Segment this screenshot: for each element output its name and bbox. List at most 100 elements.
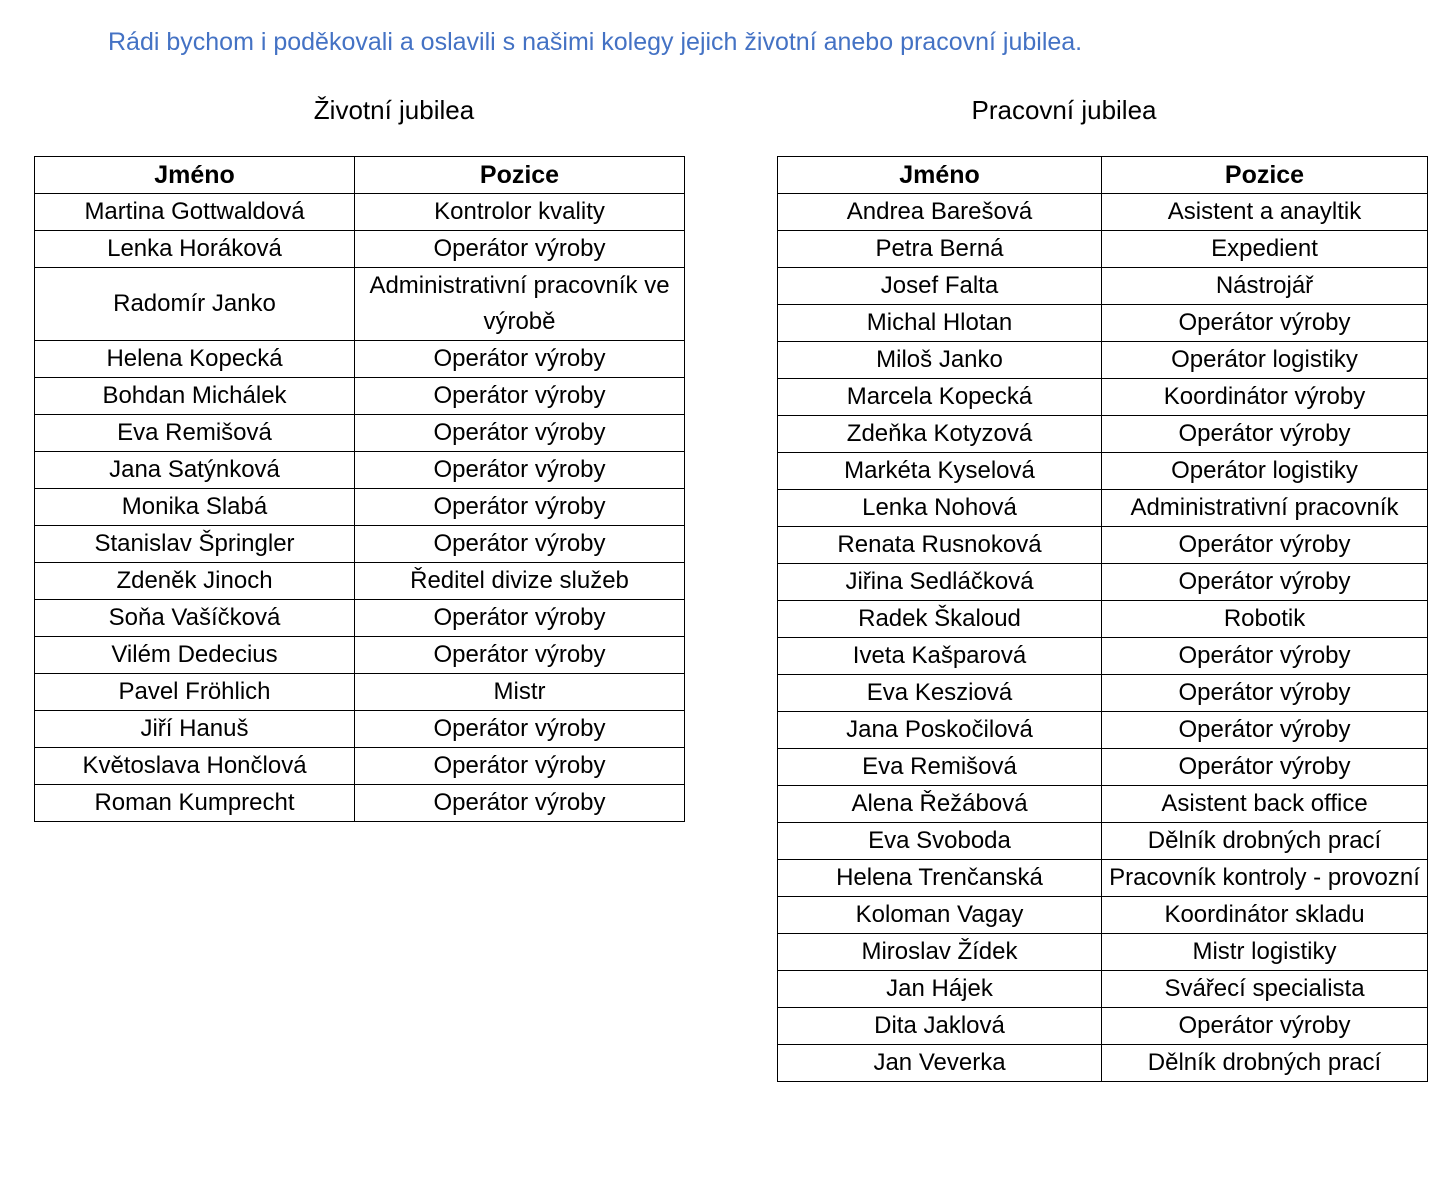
table-row: Marcela Kopecká Koordinátor výroby: [777, 378, 1428, 416]
cell-name: Koloman Vagay: [777, 896, 1102, 934]
table-row: Monika Slabá Operátor výroby: [34, 488, 685, 526]
life-jubilee-title: Životní jubilea: [313, 95, 475, 125]
table-row: Pavel Fröhlich Mistr: [34, 673, 685, 711]
table-row: Jiří Hanuš Operátor výroby: [34, 710, 685, 748]
cell-position: Operátor výroby: [354, 599, 685, 637]
cell-position: Operátor výroby: [1101, 526, 1428, 564]
cell-name: Eva Svoboda: [777, 822, 1102, 860]
cell-name: Dita Jaklová: [777, 1007, 1102, 1045]
cell-position: Operátor výroby: [1101, 674, 1428, 712]
work-jubilee-table: Jméno Pozice Andrea Barešová Asistent a a…: [777, 156, 1428, 1082]
cell-name: Zdeněk Jinoch: [34, 562, 355, 600]
cell-position: Ředitel divize služeb: [354, 562, 685, 600]
table-row: Lenka Nohová Administrativní pracovník: [777, 489, 1428, 527]
cell-name: Soňa Vašíčková: [34, 599, 355, 637]
table-row: Andrea Barešová Asistent a anayltik: [777, 193, 1428, 231]
work-jubilee-title: Pracovní jubilea: [971, 95, 1157, 125]
table-row: Zdeňka Kotyzová Operátor výroby: [777, 415, 1428, 453]
table-header-row: Jméno Pozice: [777, 156, 1428, 194]
cell-position: Operátor výroby: [1101, 415, 1428, 453]
cell-position: Mistr logistiky: [1101, 933, 1428, 971]
intro-text: Rádi bychom i poděkovali a oslavili s na…: [108, 28, 1083, 56]
cell-position: Operátor výroby: [354, 451, 685, 489]
cell-name: Květoslava Hončlová: [34, 747, 355, 785]
table-row: Miloš Janko Operátor logistiky: [777, 341, 1428, 379]
table-row: Helena Kopecká Operátor výroby: [34, 340, 685, 378]
cell-position: Operátor výroby: [1101, 304, 1428, 342]
header-name: Jméno: [777, 156, 1102, 194]
table-row: Zdeněk Jinoch Ředitel divize služeb: [34, 562, 685, 600]
cell-position: Koordinátor skladu: [1101, 896, 1428, 934]
table-row: Lenka Horáková Operátor výroby: [34, 230, 685, 268]
cell-name: Helena Kopecká: [34, 340, 355, 378]
cell-name: Pavel Fröhlich: [34, 673, 355, 711]
cell-name: Miroslav Žídek: [777, 933, 1102, 971]
cell-name: Alena Řežábová: [777, 785, 1102, 823]
table-row: Soňa Vašíčková Operátor výroby: [34, 599, 685, 637]
cell-name: Radek Škaloud: [777, 600, 1102, 638]
cell-position: Operátor logistiky: [1101, 452, 1428, 490]
cell-position: Administrativní pracovník: [1101, 489, 1428, 527]
table-row: Vilém Dedecius Operátor výroby: [34, 636, 685, 674]
table-row: Alena Řežábová Asistent back office: [777, 785, 1428, 823]
cell-position: Operátor výroby: [354, 747, 685, 785]
table-row: Iveta Kašparová Operátor výroby: [777, 637, 1428, 675]
cell-position: Dělník drobných prací: [1101, 1044, 1428, 1082]
cell-name: Miloš Janko: [777, 341, 1102, 379]
table-row: Renata Rusnoková Operátor výroby: [777, 526, 1428, 564]
table-row: Jan Veverka Dělník drobných prací: [777, 1044, 1428, 1082]
table-row: Josef Falta Nástrojář: [777, 267, 1428, 305]
table-row: Eva Svoboda Dělník drobných prací: [777, 822, 1428, 860]
cell-name: Helena Trenčanská: [777, 859, 1102, 897]
cell-position: Operátor výroby: [354, 525, 685, 563]
cell-name: Renata Rusnoková: [777, 526, 1102, 564]
cell-name: Jana Satýnková: [34, 451, 355, 489]
cell-position: Koordinátor výroby: [1101, 378, 1428, 416]
cell-position: Operátor výroby: [354, 377, 685, 415]
cell-position: Svářecí specialista: [1101, 970, 1428, 1008]
cell-position: Operátor výroby: [354, 230, 685, 268]
cell-position: Operátor výroby: [1101, 637, 1428, 675]
table-row: Petra Berná Expedient: [777, 230, 1428, 268]
cell-name: Eva Kesziová: [777, 674, 1102, 712]
cell-name: Iveta Kašparová: [777, 637, 1102, 675]
cell-name: Jana Poskočilová: [777, 711, 1102, 749]
cell-name: Martina Gottwaldová: [34, 193, 355, 231]
cell-position: Dělník drobných prací: [1101, 822, 1428, 860]
cell-position: Operátor výroby: [354, 710, 685, 748]
table-row: Martina Gottwaldová Kontrolor kvality: [34, 193, 685, 231]
life-jubilee-table: Jméno Pozice Martina Gottwaldová Kontrolo…: [34, 156, 685, 822]
cell-name: Michal Hlotan: [777, 304, 1102, 342]
cell-position: Expedient: [1101, 230, 1428, 268]
cell-name: Josef Falta: [777, 267, 1102, 305]
table-row: Koloman Vagay Koordinátor skladu: [777, 896, 1428, 934]
table-row: Radomír Janko Administrativní pracovník v…: [34, 267, 685, 341]
cell-position: Operátor výroby: [1101, 563, 1428, 601]
cell-name: Markéta Kyselová: [777, 452, 1102, 490]
header-position: Pozice: [354, 156, 685, 194]
header-name: Jméno: [34, 156, 355, 194]
cell-position: Operátor výroby: [354, 784, 685, 822]
cell-position: Mistr: [354, 673, 685, 711]
cell-position: Administrativní pracovník ve výrobě: [354, 267, 685, 341]
cell-position: Pracovník kontroly - provozní: [1101, 859, 1428, 897]
cell-position: Asistent a anayltik: [1101, 193, 1428, 231]
cell-position: Operátor výroby: [354, 414, 685, 452]
cell-name: Jan Hájek: [777, 970, 1102, 1008]
cell-name: Monika Slabá: [34, 488, 355, 526]
cell-position: Operátor logistiky: [1101, 341, 1428, 379]
table-row: Květoslava Hončlová Operátor výroby: [34, 747, 685, 785]
table-row: Bohdan Michálek Operátor výroby: [34, 377, 685, 415]
cell-position: Nástrojář: [1101, 267, 1428, 305]
cell-name: Zdeňka Kotyzová: [777, 415, 1102, 453]
table-row: Eva Kesziová Operátor výroby: [777, 674, 1428, 712]
cell-name: Stanislav Špringler: [34, 525, 355, 563]
cell-name: Eva Remišová: [34, 414, 355, 452]
cell-position: Robotik: [1101, 600, 1428, 638]
cell-name: Petra Berná: [777, 230, 1102, 268]
table-row: Eva Remišová Operátor výroby: [777, 748, 1428, 786]
cell-position: Operátor výroby: [1101, 711, 1428, 749]
cell-position: Asistent back office: [1101, 785, 1428, 823]
table-row: Stanislav Špringler Operátor výroby: [34, 525, 685, 563]
table-row: Jiřina Sedláčková Operátor výroby: [777, 563, 1428, 601]
